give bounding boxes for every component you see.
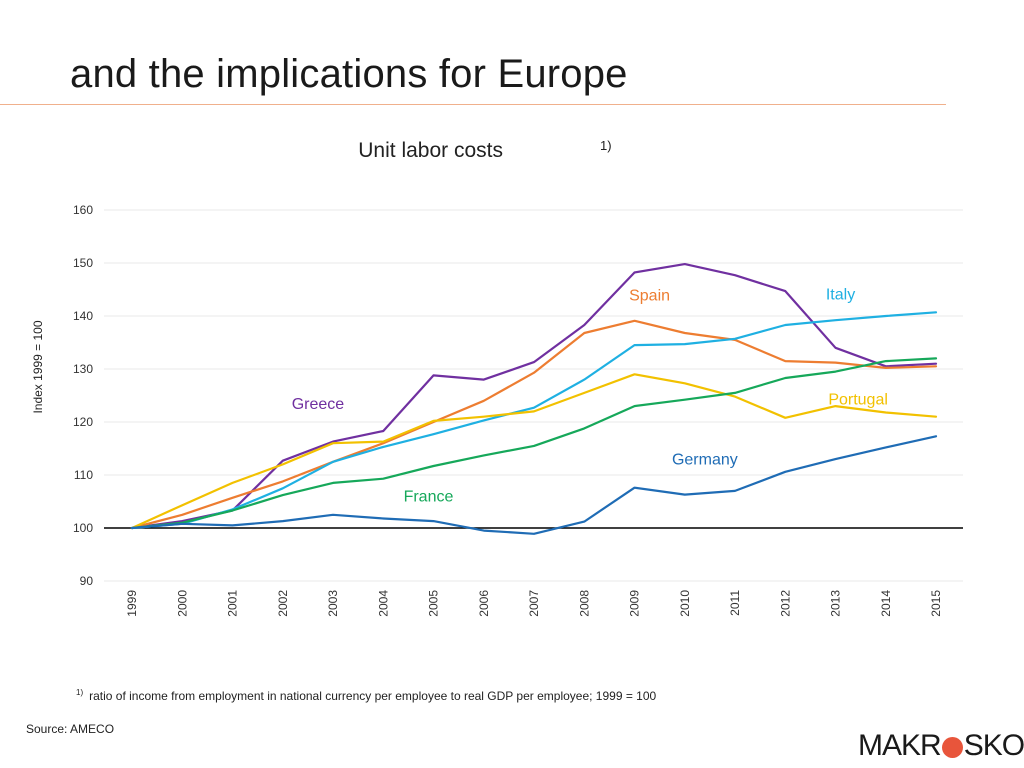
series-label-portugal: Portugal: [828, 392, 888, 409]
x-tick-label-2005: 2005: [427, 590, 441, 617]
y-tick-label-90: 90: [80, 574, 94, 588]
y-tick-label-150: 150: [73, 256, 93, 270]
x-tick-label-2006: 2006: [477, 590, 491, 617]
x-tick-label-2007: 2007: [527, 590, 541, 617]
y-tick-label-130: 130: [73, 362, 93, 376]
unit-labor-costs-chart: Unit labor costs 1) Index 1999 = 100 90 1…: [31, 138, 963, 617]
y-tick-label-160: 160: [73, 203, 93, 217]
title-divider: [0, 104, 946, 105]
x-tick-label-2012: 2012: [778, 590, 792, 617]
x-tick-label-2013: 2013: [829, 590, 843, 617]
slide-title: and the implications for Europe: [70, 52, 628, 96]
logo-text-right: SKOP: [963, 729, 1024, 762]
footnote: 1) ratio of income from employment in nat…: [76, 688, 656, 703]
y-tick-label-110: 110: [74, 468, 93, 482]
x-tick-label-1999: 1999: [125, 590, 139, 617]
series-label-greece: Greece: [292, 396, 345, 413]
chart-title-superscript: 1): [600, 138, 612, 153]
series-line-italy: [130, 311, 938, 530]
logo-dot-icon: [941, 736, 963, 758]
y-tick-label-140: 140: [73, 309, 93, 323]
series-line-spain: [130, 319, 938, 530]
logo-text-left: MAKR: [858, 729, 942, 762]
x-tick-label-2011: 2011: [728, 590, 742, 616]
x-tick-label-2010: 2010: [678, 590, 692, 617]
y-axis-label: Index 1999 = 100: [31, 320, 45, 413]
x-tick-label-2008: 2008: [577, 590, 591, 617]
series-label-germany: Germany: [672, 451, 738, 468]
x-tick-label-2015: 2015: [929, 590, 943, 617]
y-tick-label-100: 100: [73, 521, 93, 535]
series-label-spain: Spain: [629, 288, 670, 305]
x-tick-label-2002: 2002: [276, 590, 290, 617]
series-line-greece: [130, 263, 938, 530]
x-tick-label-2001: 2001: [226, 590, 240, 617]
source-note: Source: AMECO: [26, 722, 115, 736]
series-label-italy: Italy: [826, 287, 855, 304]
x-tick-label-2014: 2014: [879, 590, 893, 617]
chart-title: Unit labor costs: [358, 139, 503, 162]
series-line-portugal: [130, 373, 938, 530]
y-tick-label-120: 120: [73, 415, 93, 429]
series-line-germany: [130, 435, 938, 535]
makroskop-logo: MAKR SKOP: [858, 728, 1024, 764]
x-tick-label-2003: 2003: [326, 590, 340, 617]
footnote-text: ratio of income from employment in natio…: [89, 689, 657, 703]
series-label-france: France: [404, 489, 454, 506]
footnote-marker: 1): [76, 688, 84, 697]
x-tick-label-2004: 2004: [376, 590, 390, 617]
x-tick-label-2009: 2009: [628, 590, 642, 617]
series-line-france: [130, 357, 938, 530]
x-tick-label-2000: 2000: [175, 590, 189, 617]
